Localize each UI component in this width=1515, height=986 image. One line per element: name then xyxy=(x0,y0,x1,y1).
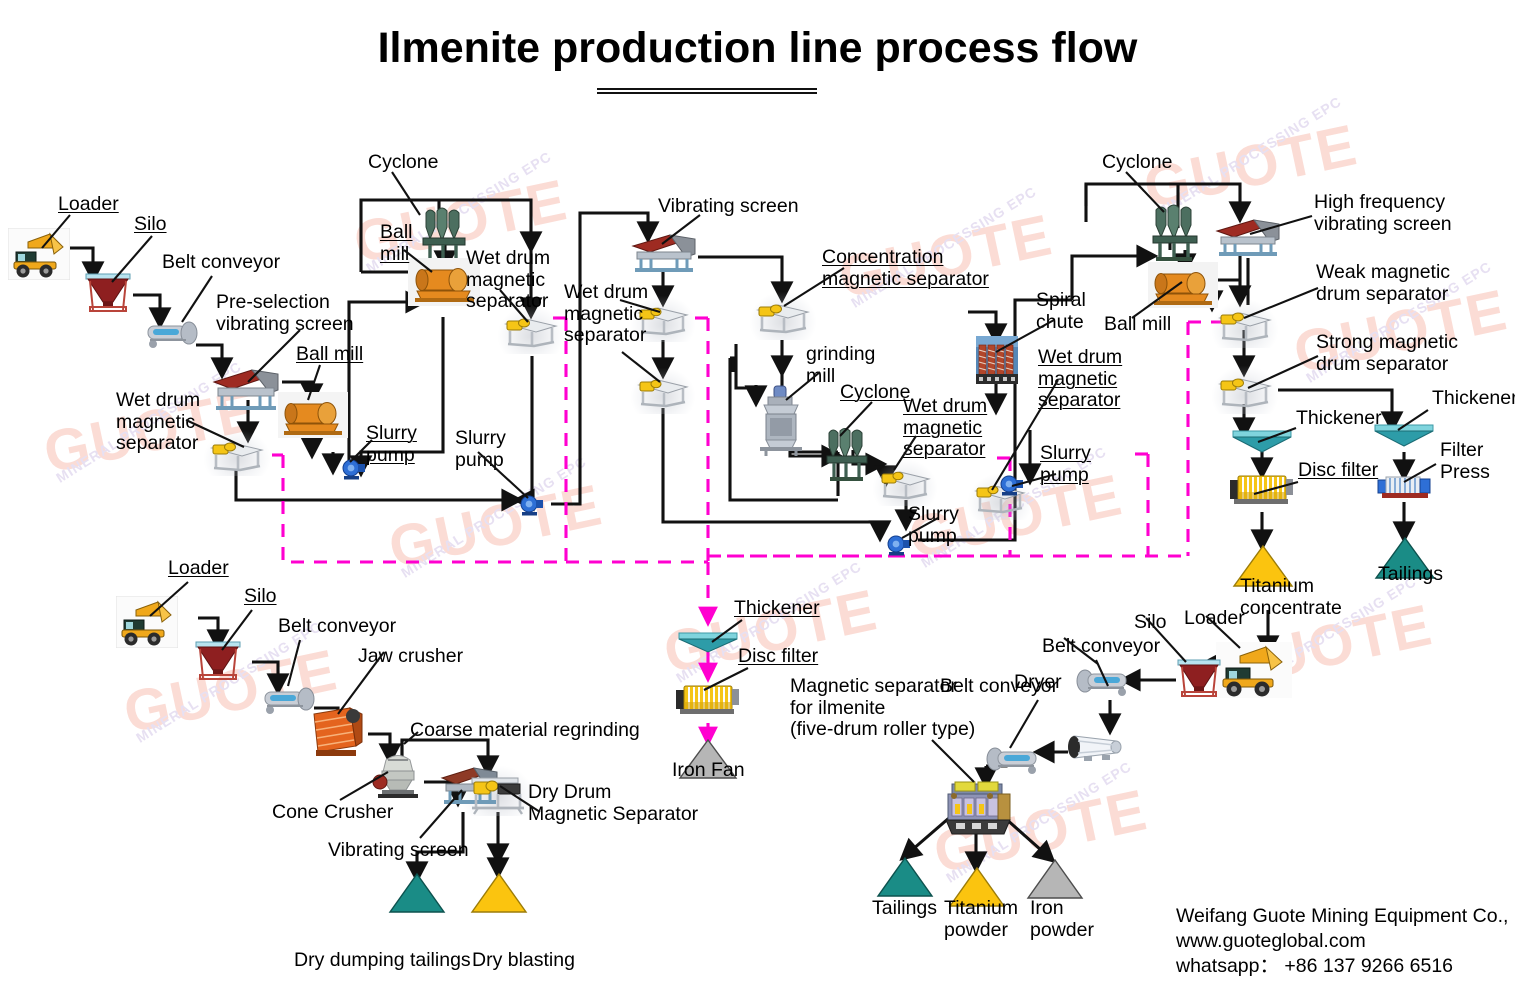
label-thickener: Thickener xyxy=(734,597,820,619)
label-slurry-pump: Slurry pump xyxy=(366,422,417,466)
loader-icon xyxy=(116,596,178,648)
strong-magnetic-drum-separator-icon xyxy=(1214,370,1276,412)
label-ball-mill: Ball mill xyxy=(380,221,413,265)
label-thickener: Thickener xyxy=(1296,407,1382,429)
label-jaw-crusher: Jaw crusher xyxy=(358,645,464,667)
label-pre-selection-vibrating-screen: Pre-selection vibrating screen xyxy=(216,291,354,335)
label-dry-drum-magnetic-separator: Dry Drum Magnetic Separator xyxy=(528,781,699,825)
label-vibrating-screen: Vibrating screen xyxy=(328,839,469,861)
label-belt-conveyor: Belt conveyor xyxy=(278,615,397,637)
footer-company: Weifang Guote Mining Equipment Co., Ltd. xyxy=(1176,905,1515,927)
page-title: Ilmenite production line process flow xyxy=(377,24,1138,72)
label-tailings: Tailings xyxy=(872,897,938,919)
footer-whatsapp: whatsapp： +86 137 9266 6516 xyxy=(1176,955,1454,977)
label-loader: Loader xyxy=(168,557,229,579)
cyclone-icon xyxy=(1148,202,1202,264)
label-concentration-magnetic-separator: Concentration magnetic separator xyxy=(822,246,989,290)
loader-icon xyxy=(1216,642,1292,698)
label-iron-powder: Iron powder xyxy=(1030,897,1094,941)
label-dryer: Dryer xyxy=(1014,671,1062,693)
label-belt-conveyor: Belt conveyor xyxy=(162,251,281,273)
label-ball-mill: Ball mill xyxy=(296,343,364,365)
label-belt-conveyor: Belt conveyor xyxy=(940,675,1059,697)
dry-blasting-triangle xyxy=(470,872,528,919)
ball-mill-icon xyxy=(1148,262,1218,308)
label-magnetic-separator-for-ilmenite: Magnetic separator for ilmenite (five-dr… xyxy=(790,675,976,740)
silo-icon xyxy=(84,272,132,314)
disc-filter-icon xyxy=(674,678,742,720)
wet-drum-magnetic-separator-icon xyxy=(633,300,693,340)
dryer-icon xyxy=(1064,728,1126,764)
label-wet-drum-magnetic-separator: Wet drum magnetic separator xyxy=(564,281,649,346)
tailings-triangle xyxy=(1374,536,1436,585)
vibrating-screen-icon xyxy=(208,362,286,412)
label-strong-magnetic-drum-separator: Strong magnetic drum separator xyxy=(1316,331,1458,375)
title-underline xyxy=(597,88,817,94)
label-loader: Loader xyxy=(58,193,119,215)
label-titanium-powder: Titanium powder xyxy=(944,897,1019,941)
label-weak-magnetic-drum-separator: Weak magnetic drum separator xyxy=(1316,261,1451,305)
label-cyclone: Cyclone xyxy=(1102,151,1173,173)
grinding-mill-icon xyxy=(752,384,810,458)
label-slurry-pump: Slurry pump xyxy=(908,503,959,547)
label-loader: Loader xyxy=(1184,607,1245,629)
label-iron-fan: Iron Fan xyxy=(672,759,745,781)
label-wet-drum-magnetic-separator: Wet drum magnetic separator xyxy=(1038,346,1123,411)
label-cyclone: Cyclone xyxy=(368,151,439,173)
label-filter-press: Filter Press xyxy=(1440,439,1490,483)
titanium-powder-triangle xyxy=(948,866,1006,913)
label-thickener: Thickener xyxy=(1432,387,1515,409)
footer-website[interactable]: www.guoteglobal.com xyxy=(1176,930,1366,952)
thickener-icon xyxy=(678,632,738,654)
label-tailings: Tailings xyxy=(1378,563,1444,585)
wet-drum-magnetic-separator-icon xyxy=(633,372,693,412)
label-silo: Silo xyxy=(134,213,167,235)
tailings-triangle xyxy=(876,856,934,903)
concentration-magnetic-separator-icon xyxy=(752,296,814,338)
high-frequency-vibrating-screen-icon xyxy=(1212,214,1286,258)
label-dry-dumping-tailings: Dry dumping tailings xyxy=(294,949,471,971)
belt-conveyor-icon xyxy=(986,740,1040,778)
iron-powder-triangle xyxy=(1026,858,1084,905)
label-coarse-material-regrinding: Coarse material regrinding xyxy=(410,719,640,741)
label-titanium-concentrate: Titanium concentrate xyxy=(1240,575,1342,619)
label-cone-crusher: Cone Crusher xyxy=(272,801,394,823)
label-disc-filter: Disc filter xyxy=(738,645,819,667)
vibrating-screen-icon xyxy=(628,228,702,274)
label-vibrating-screen: Vibrating screen xyxy=(658,195,799,217)
belt-conveyor-icon xyxy=(1076,662,1130,700)
label-wet-drum-magnetic-separator: Wet drum magnetic separator xyxy=(903,395,988,460)
label-spiral-chute: Spiral chute xyxy=(1036,289,1086,333)
titanium-concentrate-triangle xyxy=(1232,544,1294,593)
wet-drum-magnetic-separator-icon xyxy=(970,478,1030,518)
label-slurry-pump: Slurry pump xyxy=(1040,442,1091,486)
wet-drum-magnetic-separator-icon xyxy=(206,434,268,476)
label-disc-filter: Disc filter xyxy=(1298,459,1379,481)
thickener-icon xyxy=(1232,430,1292,454)
label-ball-mill: Ball mill xyxy=(1104,313,1172,335)
disc-filter-icon xyxy=(1228,468,1296,510)
label-silo: Silo xyxy=(244,585,277,607)
iron-fan-triangle xyxy=(678,738,738,785)
label-grinding-mill: grinding mill xyxy=(806,343,876,387)
label-high-frequency-vibrating-screen: High frequency vibrating screen xyxy=(1314,191,1452,235)
label-dry-blasting: Dry blasting xyxy=(472,949,575,971)
slurry-pump-icon xyxy=(885,532,911,556)
dry-drum-magnetic-separator-icon xyxy=(464,770,532,816)
dry-dumping-tailings-triangle xyxy=(388,872,446,919)
label-cyclone: Cyclone xyxy=(840,381,911,403)
weak-magnetic-drum-separator-icon xyxy=(1214,304,1276,346)
belt-conveyor-icon xyxy=(262,682,316,718)
label-wet-drum-magnetic-separator: Wet drum magnetic separator xyxy=(116,389,201,454)
